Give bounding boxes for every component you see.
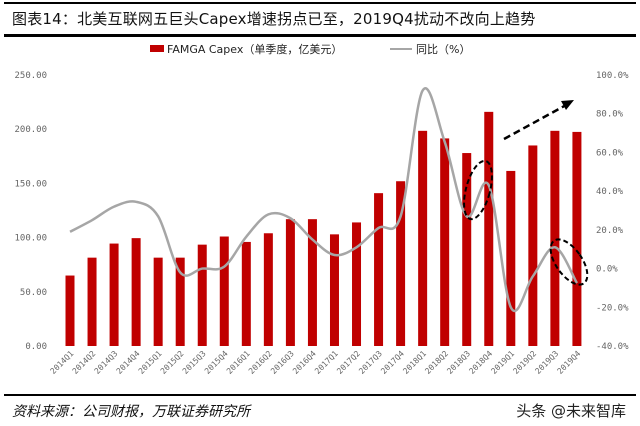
capex-bar bbox=[65, 275, 75, 346]
annotation-arrowhead bbox=[561, 100, 574, 110]
source-note: 资料来源：公司财报，万联证券研究所 bbox=[12, 404, 250, 420]
left-tick-label: 150.00 bbox=[14, 179, 47, 189]
x-tick-label: 2015Q4 bbox=[203, 349, 230, 376]
x-tick-label: 2017Q2 bbox=[335, 349, 362, 376]
capex-bar bbox=[153, 257, 163, 346]
capex-bar bbox=[307, 219, 317, 346]
x-tick-label: 2014Q2 bbox=[71, 349, 98, 376]
x-tick-label: 2014Q1 bbox=[49, 349, 76, 376]
x-tick-label: 2019Q2 bbox=[511, 349, 538, 376]
capex-bar bbox=[329, 234, 339, 346]
x-tick-label: 2015Q2 bbox=[159, 349, 186, 376]
capex-bar bbox=[374, 193, 384, 346]
capex-bar bbox=[263, 233, 273, 346]
x-tick-label: 2016Q3 bbox=[269, 349, 296, 376]
right-tick-label: -20.0% bbox=[596, 303, 629, 313]
right-tick-label: -40.0% bbox=[596, 342, 629, 352]
left-tick-label: 50.00 bbox=[20, 288, 47, 298]
x-tick-label: 2018Q4 bbox=[467, 349, 494, 376]
x-tick-label: 2017Q4 bbox=[379, 349, 406, 376]
left-tick-label: 200.00 bbox=[14, 125, 47, 135]
x-tick-label: 2019Q1 bbox=[489, 349, 516, 376]
capex-bar bbox=[175, 257, 185, 346]
x-tick-label: 2014Q4 bbox=[115, 349, 142, 376]
capex-bar bbox=[241, 241, 251, 346]
capex-bar bbox=[506, 170, 516, 346]
capex-bar bbox=[197, 244, 207, 346]
source-rule bbox=[4, 394, 636, 396]
x-tick-label: 2014Q3 bbox=[93, 349, 120, 376]
title-rule bbox=[4, 34, 636, 37]
capex-bar bbox=[109, 243, 119, 346]
top-rule bbox=[4, 2, 636, 4]
annotation-ellipse-2018 bbox=[463, 159, 493, 221]
legend: FAMGA Capex（单季度，亿美元） 同比（%） bbox=[150, 42, 470, 56]
right-tick-label: 0.0% bbox=[596, 265, 618, 275]
capex-bar bbox=[550, 130, 560, 346]
capex-bar bbox=[462, 153, 472, 346]
watermark: 头条 @未来智库 bbox=[516, 402, 626, 420]
chart-title: 图表14：北美互联网五巨头Capex增速拐点已至，2019Q4扰动不改向上趋势 bbox=[12, 10, 536, 28]
capex-bar bbox=[87, 257, 97, 346]
x-tick-label: 2015Q1 bbox=[137, 349, 164, 376]
left-tick-label: 100.00 bbox=[14, 234, 47, 244]
growth-line bbox=[69, 87, 579, 312]
x-tick-label: 2016Q4 bbox=[291, 349, 318, 376]
x-tick-label: 2019Q4 bbox=[556, 349, 583, 376]
x-tick-label: 2017Q3 bbox=[357, 349, 384, 376]
right-tick-label: 60.0% bbox=[596, 148, 624, 158]
left-tick-label: 0.00 bbox=[25, 342, 47, 352]
x-tick-label: 2017Q1 bbox=[313, 349, 340, 376]
annotation-arrow bbox=[503, 102, 569, 141]
x-tick-label: 2016Q2 bbox=[247, 349, 274, 376]
capex-bar bbox=[528, 145, 538, 346]
legend-line-label: 同比（%） bbox=[416, 43, 470, 56]
x-tick-label: 2016Q1 bbox=[225, 349, 252, 376]
capex-bar bbox=[396, 181, 406, 346]
right-tick-label: 100.0% bbox=[596, 71, 629, 81]
capex-bar bbox=[131, 238, 141, 346]
capex-bar bbox=[418, 130, 428, 346]
x-tick-label: 2018Q2 bbox=[423, 349, 450, 376]
x-tick-label: 2015Q3 bbox=[181, 349, 208, 376]
capex-bar bbox=[572, 131, 582, 346]
capex-bar bbox=[484, 111, 494, 346]
legend-bar-swatch bbox=[150, 45, 164, 52]
right-tick-label: 80.0% bbox=[596, 110, 624, 120]
annotation-ellipse-2019 bbox=[549, 238, 589, 286]
left-tick-label: 250.00 bbox=[14, 71, 47, 81]
x-tick-label: 2018Q1 bbox=[401, 349, 428, 376]
capex-bar bbox=[352, 222, 362, 346]
legend-bar-label: FAMGA Capex（单季度，亿美元） bbox=[167, 42, 342, 56]
capex-bar bbox=[440, 138, 450, 346]
x-tick-label: 2019Q3 bbox=[533, 349, 560, 376]
x-tick-label: 2018Q3 bbox=[445, 349, 472, 376]
right-tick-label: 20.0% bbox=[596, 226, 624, 236]
capex-bar bbox=[219, 236, 229, 346]
capex-bar bbox=[285, 219, 295, 346]
right-tick-label: 40.0% bbox=[596, 187, 624, 197]
